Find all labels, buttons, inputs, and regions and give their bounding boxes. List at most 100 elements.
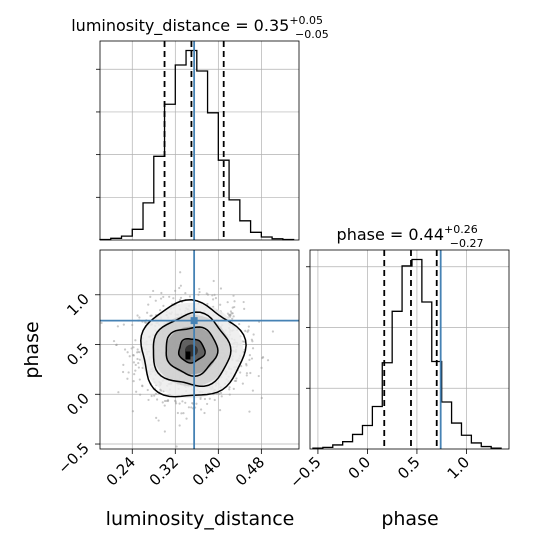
sample-point: [233, 305, 236, 309]
panel-frame: [99, 249, 300, 450]
sample-point: [136, 314, 139, 317]
grid: [310, 250, 509, 449]
sample-point: [206, 293, 210, 296]
sample-point: [232, 294, 235, 297]
sample-point: [239, 371, 242, 374]
sample-point: [126, 377, 129, 380]
quantile-lines: [163, 41, 225, 240]
sample-point: [178, 286, 181, 290]
sample-point: [247, 325, 250, 328]
sample-point: [240, 365, 243, 368]
sample-point: [150, 394, 153, 398]
sample-point: [218, 392, 221, 396]
sample-point: [116, 325, 119, 328]
sample-point: [266, 359, 270, 362]
sample-point: [157, 419, 160, 422]
sample-point: [214, 297, 218, 300]
sample-point: [159, 388, 162, 391]
sample-point: [211, 294, 214, 297]
sample-point: [147, 303, 150, 306]
sample-point: [232, 315, 235, 318]
sample-point: [213, 398, 216, 402]
sample-point: [179, 284, 182, 287]
sample-point: [117, 391, 120, 394]
phase-title: phase = 0.44+0.26 −0.27: [337, 223, 484, 250]
sample-point: [198, 287, 201, 291]
sample-point: [137, 361, 140, 365]
sample-point: [126, 351, 129, 354]
sample-point: [232, 387, 235, 390]
title-minus: −0.05: [295, 28, 329, 41]
sample-point: [184, 401, 187, 404]
sample-point: [136, 348, 139, 351]
sample-point: [195, 402, 198, 405]
sample-point: [251, 347, 255, 350]
sample-point: [244, 329, 247, 332]
sample-point: [271, 330, 275, 333]
luminosity-distance-marginal-panel: luminosity_distance = 0.35+0.05 −0.05: [71, 14, 329, 241]
sample-point: [133, 373, 136, 376]
sample-point: [248, 410, 251, 413]
sample-point: [260, 366, 263, 369]
sample-point: [245, 364, 248, 367]
sample-point: [161, 401, 164, 404]
sample-point: [203, 397, 207, 401]
sample-point: [115, 343, 118, 347]
sample-point: [175, 402, 178, 405]
sample-point: [248, 354, 251, 357]
x-axis-label-phase: phase: [381, 508, 438, 530]
sample-point: [190, 406, 193, 409]
sample-point: [251, 340, 254, 343]
sample-point: [149, 314, 152, 317]
sample-point: [127, 371, 130, 374]
sample-point: [229, 315, 232, 318]
sample-point: [179, 296, 183, 299]
sample-point: [146, 388, 149, 392]
density-peak: [185, 351, 191, 360]
sample-point: [132, 361, 136, 364]
sample-point: [130, 347, 133, 350]
y-ticks: [96, 68, 100, 198]
sample-point: [159, 309, 162, 312]
sample-point: [208, 397, 211, 400]
sample-point: [226, 312, 230, 315]
sample-point: [233, 379, 237, 383]
sample-point: [147, 398, 150, 402]
sample-point: [154, 392, 158, 395]
joint-density-panel: 0.24 0.32 0.40 0.48 −0.50.00.51.0: [54, 249, 300, 489]
sample-point: [153, 394, 156, 397]
sample-point: [134, 369, 137, 372]
panel-frame: [309, 249, 510, 450]
sample-point: [162, 304, 165, 308]
x-axis-label-luminosity-distance: luminosity_distance: [106, 508, 295, 530]
sample-point: [136, 351, 139, 354]
truth-marker: [190, 317, 198, 325]
sample-point: [257, 374, 260, 378]
sample-point: [132, 380, 135, 383]
sample-point: [218, 409, 222, 412]
sample-point: [178, 424, 181, 427]
sample-point: [134, 363, 137, 367]
panel-frame: [99, 40, 300, 241]
quantile-lines: [383, 250, 438, 449]
sample-point: [168, 295, 171, 298]
sample-point: [139, 393, 142, 396]
contour-line: [165, 326, 219, 377]
sample-point: [251, 389, 255, 392]
sample-point: [138, 378, 141, 381]
sample-point: [228, 388, 231, 391]
sample-point: [145, 321, 148, 324]
sample-point: [132, 346, 135, 349]
sample-point: [238, 322, 241, 326]
sample-point: [179, 271, 182, 274]
sample-point: [163, 399, 167, 403]
sample-point: [182, 412, 185, 415]
sample-point: [112, 339, 116, 343]
luminosity-distance-title: luminosity_distance = 0.35+0.05 −0.05: [71, 14, 329, 41]
sample-point: [198, 290, 201, 294]
sample-point: [136, 357, 139, 361]
sample-point: [243, 307, 246, 310]
sample-point: [121, 370, 125, 374]
sample-point: [132, 353, 135, 357]
